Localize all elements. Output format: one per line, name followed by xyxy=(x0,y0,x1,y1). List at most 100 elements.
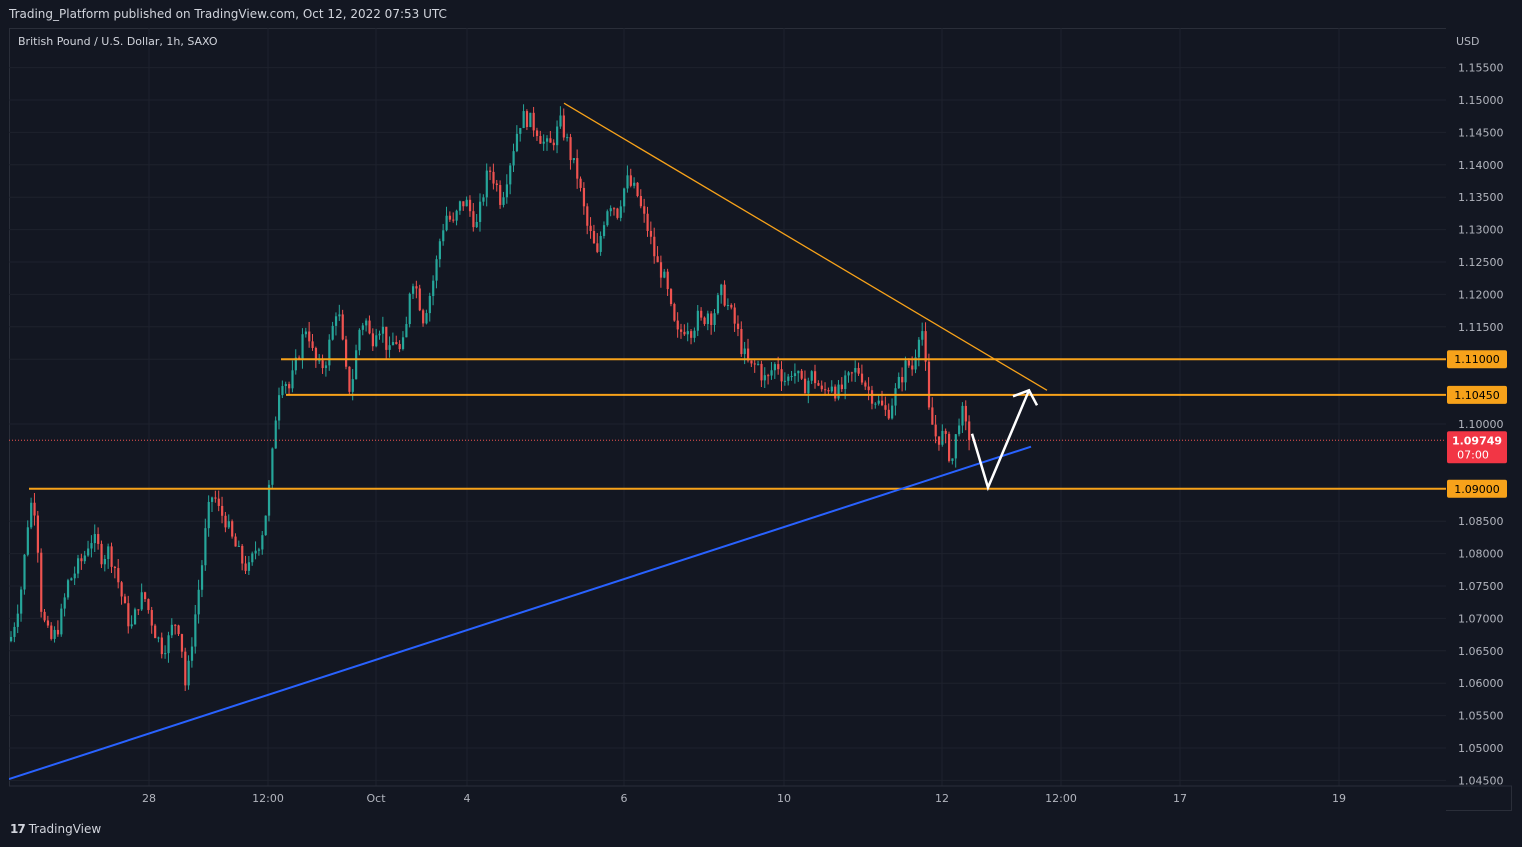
candle-up xyxy=(458,201,462,211)
candle-down xyxy=(180,634,184,652)
time-axis[interactable] xyxy=(9,786,1446,811)
candle-up xyxy=(432,280,435,296)
last-price-value: 1.09749 xyxy=(1452,434,1502,447)
candle-down xyxy=(736,323,740,329)
candle-up xyxy=(378,333,381,336)
candle-up xyxy=(227,521,230,528)
candle-up xyxy=(284,384,287,387)
candle-down xyxy=(760,363,763,381)
candle-down xyxy=(646,213,649,231)
candle-up xyxy=(572,158,575,161)
candle-down xyxy=(418,288,421,311)
candle-up xyxy=(254,550,257,554)
x-tick-label: 4 xyxy=(464,792,471,805)
candle-up xyxy=(247,562,251,571)
candle-down xyxy=(492,171,495,184)
candle-down xyxy=(680,329,683,332)
y-tick-label: 1.12500 xyxy=(1458,256,1504,269)
trendline-descending[interactable] xyxy=(563,102,1048,391)
candle-down xyxy=(214,497,217,499)
candle-up xyxy=(20,589,23,614)
candle-down xyxy=(586,206,589,226)
x-tick-label: 12 xyxy=(935,792,949,805)
candle-down xyxy=(582,187,586,207)
y-tick-label: 1.13000 xyxy=(1458,224,1504,237)
candle-up xyxy=(706,313,709,325)
y-axis: 1.15500 1.15000 1.14500 1.14000 1.13500 1.130… xyxy=(1458,62,1504,788)
candle-up xyxy=(602,225,606,236)
candle-up xyxy=(274,420,277,449)
candle-up xyxy=(793,373,797,377)
candle-up xyxy=(716,295,720,314)
candle-up xyxy=(294,357,297,371)
candle-down xyxy=(747,348,750,361)
candle-down xyxy=(535,130,539,137)
candle-down xyxy=(154,625,157,639)
candle-down xyxy=(867,386,870,391)
candle-up xyxy=(261,535,264,550)
candle-up xyxy=(633,182,636,186)
candle-up xyxy=(502,197,505,205)
candle-up xyxy=(26,527,29,555)
x-tick-label: 6 xyxy=(621,792,628,805)
candle-down xyxy=(398,344,401,350)
candle-down xyxy=(113,566,117,569)
candle-down xyxy=(676,320,679,330)
candle-up xyxy=(515,133,519,152)
candle-up xyxy=(556,126,559,146)
candle-down xyxy=(552,142,555,146)
candle-down xyxy=(690,331,693,338)
candle-up xyxy=(559,115,562,127)
y-tick-label: 1.07000 xyxy=(1458,612,1504,625)
trendline-ascending[interactable] xyxy=(9,445,1032,781)
candle-down xyxy=(100,543,103,565)
candle-down xyxy=(814,371,817,384)
candle-up xyxy=(951,458,954,461)
candle-down xyxy=(569,137,572,161)
candle-up xyxy=(726,305,730,307)
y-tick-label: 1.08000 xyxy=(1458,548,1504,561)
candle-up xyxy=(713,313,716,325)
candle-down xyxy=(860,373,864,383)
candle-up xyxy=(361,325,364,330)
candle-up xyxy=(251,553,254,563)
candle-up xyxy=(194,614,197,647)
candle-up xyxy=(485,170,488,198)
candle-down xyxy=(36,515,39,553)
candle-down xyxy=(525,111,529,127)
y-tick-label: 1.04500 xyxy=(1458,774,1504,787)
tradingview-logo[interactable]: 17 TradingView xyxy=(10,822,101,836)
candle-up xyxy=(465,199,468,207)
candle-up xyxy=(63,597,66,609)
y-tick-label: 1.08500 xyxy=(1458,515,1504,528)
candle-up xyxy=(954,434,957,459)
candle-up xyxy=(619,206,622,218)
price-axis[interactable] xyxy=(1446,28,1512,786)
price-chart[interactable]: British Pound / U.S. Dollar, 1h, SAXO US… xyxy=(9,28,1512,811)
y-tick-label: 1.13500 xyxy=(1458,191,1504,204)
candle-down xyxy=(56,629,60,635)
candle-up xyxy=(787,376,790,381)
candle-up xyxy=(773,364,776,371)
projection-path[interactable] xyxy=(970,389,1031,492)
candle-down xyxy=(700,310,703,318)
candle-down xyxy=(385,326,388,350)
candle-up xyxy=(281,386,284,396)
candle-up xyxy=(264,515,267,536)
candle-down xyxy=(927,361,931,408)
candle-down xyxy=(907,360,910,366)
candle-down xyxy=(308,331,311,342)
candle-up xyxy=(837,384,840,399)
candle-down xyxy=(137,609,140,611)
x-axis: 28 12:00 Oct 4 6 10 12 12:00 17 19 xyxy=(142,792,1346,805)
candle-down xyxy=(224,515,227,528)
candle-down xyxy=(931,407,934,425)
y-tick-label: 1.12000 xyxy=(1458,288,1504,301)
candle-up xyxy=(237,545,240,547)
candle-down xyxy=(629,175,632,186)
chart-frame xyxy=(9,28,1512,811)
candle-up xyxy=(807,380,810,394)
candle-down xyxy=(217,498,220,506)
candle-up xyxy=(519,128,522,134)
candle-up xyxy=(70,578,73,581)
